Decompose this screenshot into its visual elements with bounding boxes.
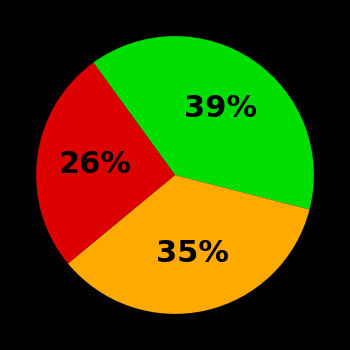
- Wedge shape: [68, 175, 309, 314]
- Text: 39%: 39%: [184, 94, 257, 123]
- Wedge shape: [93, 36, 314, 210]
- Text: 35%: 35%: [156, 239, 229, 268]
- Wedge shape: [36, 63, 175, 264]
- Text: 26%: 26%: [58, 150, 132, 180]
